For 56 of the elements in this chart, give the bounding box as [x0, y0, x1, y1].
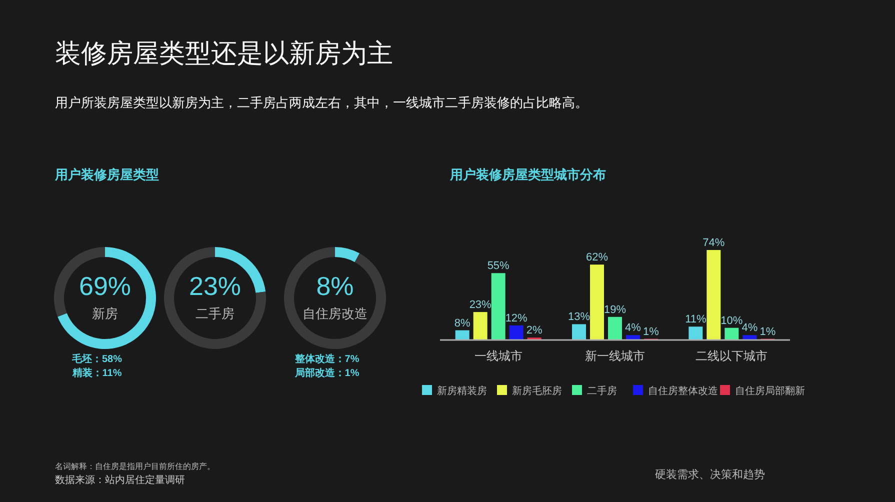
data-label: 23%: [188, 271, 242, 301]
data-label: 74%: [702, 237, 725, 249]
text: 用户所装房屋类型以新房为主，二手房占两成左右，其中，一线城市二手房装修的占比略高。: [55, 95, 588, 110]
donut-slice: [164, 247, 266, 349]
data-label: 1%: [643, 326, 660, 338]
chart-title: 用户装修房屋类型城市分布: [449, 167, 606, 182]
legend-label: 自住房整体改造: [648, 385, 718, 397]
x-tick-label: 二线以下城市: [696, 349, 768, 363]
data-label: 55%: [487, 260, 510, 272]
data-label: 69%: [78, 271, 132, 301]
slice-label: 自住房改造: [302, 306, 368, 321]
data-label: 62%: [586, 252, 608, 264]
bar: [742, 335, 757, 340]
text: 精装：11%: [71, 367, 122, 379]
bar: [608, 316, 622, 340]
donut-slice: [335, 247, 360, 262]
slice-label: 新房: [92, 306, 118, 321]
data-label: 4%: [742, 322, 758, 334]
data-label: 12%: [505, 312, 528, 324]
data-label: 10%: [720, 314, 743, 327]
data-label: 19%: [604, 304, 626, 316]
bar: [724, 328, 739, 340]
text: 装修房屋类型还是以新房为主: [55, 38, 393, 68]
slice-label: 二手房: [196, 306, 234, 321]
data-label: 4%: [625, 322, 642, 334]
x-tick-label: 一线城市: [474, 349, 522, 363]
text: 硬装需求、决策和趋势: [655, 468, 765, 481]
data-label: 11%: [685, 314, 706, 326]
data-label: 2%: [526, 324, 542, 337]
legend-label: 新房毛胚房: [512, 385, 562, 397]
legend-label: 新房精装房: [437, 385, 487, 397]
bar: [688, 326, 703, 340]
data-label: 8%: [316, 271, 354, 301]
legend-label: 二手房: [587, 385, 617, 397]
data-label: 13%: [568, 311, 590, 324]
data-label: 1%: [760, 326, 776, 338]
bar: [706, 250, 721, 340]
bar: [509, 325, 524, 340]
legend-label: 自住房局部翻新: [735, 385, 805, 397]
bar: [572, 324, 586, 340]
bar: [626, 335, 640, 340]
bar: [455, 330, 470, 340]
data-label: 23%: [469, 299, 492, 312]
x-tick-label: 新一线城市: [585, 349, 645, 363]
text: 整体改造：7%: [294, 353, 360, 365]
bar: [590, 264, 604, 340]
text: 毛坯：58%: [70, 353, 122, 365]
donut-slice: [284, 247, 386, 349]
bar: [491, 273, 506, 340]
donut-slice: [58, 247, 156, 349]
data-label: 8%: [454, 317, 470, 330]
chart-title: 用户装修房屋类型: [54, 167, 159, 182]
text: 名词解释：自住房是指用户目前所住的房产。: [55, 462, 215, 471]
source-note: 数据来源：站内居住定量调研: [55, 474, 185, 486]
text: 局部改造：1%: [294, 367, 360, 379]
bar: [473, 312, 488, 340]
